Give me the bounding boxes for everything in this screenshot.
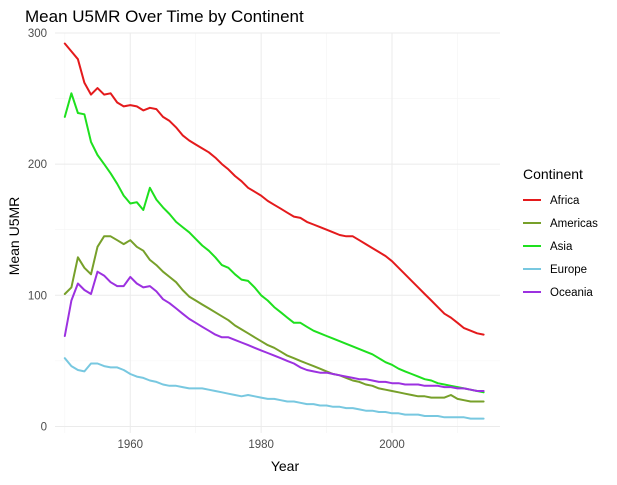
y-tick-label: 0 <box>41 421 47 433</box>
series-line-africa <box>63 42 485 336</box>
tick-labels: 1960 1980 2000 0 100 200 300 <box>28 28 405 451</box>
legend-title: Continent <box>523 166 583 182</box>
legend-label-americas: Americas <box>550 218 598 230</box>
gridlines <box>55 32 500 433</box>
legend-label-europe: Europe <box>550 264 587 276</box>
legend-label-africa: Africa <box>550 195 580 207</box>
x-axis-title: Year <box>271 458 300 474</box>
series-line-americas <box>63 235 485 403</box>
y-axis-title: Mean U5MR <box>6 197 22 276</box>
x-tick-label: 1960 <box>117 439 143 451</box>
legend-label-asia: Asia <box>550 241 573 253</box>
series-line-europe <box>63 357 485 420</box>
series-lines <box>63 42 485 420</box>
series-line-asia <box>63 92 485 394</box>
chart-title: Mean U5MR Over Time by Continent <box>25 7 304 26</box>
y-tick-label: 300 <box>28 28 47 40</box>
x-tick-label: 1980 <box>248 439 274 451</box>
x-tick-label: 2000 <box>379 439 405 451</box>
y-tick-label: 200 <box>28 159 47 171</box>
legend: Continent Africa Americas Asia Europe Oceani… <box>523 166 598 299</box>
y-tick-label: 100 <box>28 290 47 302</box>
legend-items: Africa Americas Asia Europe Oceania <box>523 195 598 299</box>
series-line-oceania <box>63 270 485 392</box>
legend-label-oceania: Oceania <box>550 287 593 299</box>
